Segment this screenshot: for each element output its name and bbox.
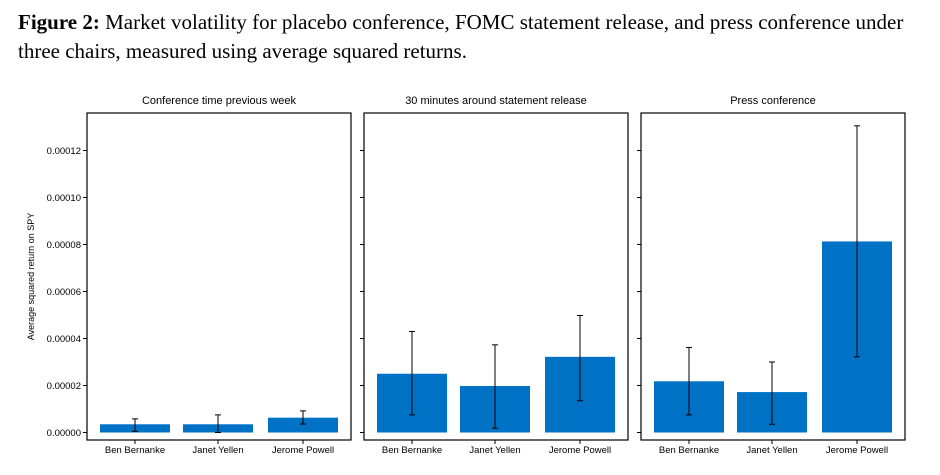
panel-frame: [86, 112, 352, 441]
x-tick-label: Jerome Powell: [826, 445, 888, 456]
y-tick-label: 0.00000: [47, 428, 81, 439]
bar: [268, 417, 338, 433]
figure-label: Figure 2:: [18, 10, 100, 34]
x-tick-label: Ben Bernanke: [659, 445, 719, 456]
figure-caption: Figure 2: Market volatility for placebo …: [18, 8, 928, 66]
y-tick-label: 0.00002: [47, 381, 81, 392]
y-tick-label: 0.00006: [47, 287, 81, 298]
figure-caption-text: Market volatility for placebo conference…: [18, 10, 904, 63]
panel-frame: [640, 112, 906, 441]
panel-title: 30 minutes around statement release: [405, 95, 587, 107]
x-tick-label: Jerome Powell: [549, 445, 611, 456]
x-tick-label: Janet Yellen: [469, 445, 520, 456]
panel-frame: [363, 112, 629, 441]
y-axis-label: Average squared return on SPY: [26, 213, 36, 340]
x-tick-label: Janet Yellen: [746, 445, 797, 456]
y-tick-label: 0.00012: [47, 146, 81, 157]
x-tick-label: Ben Bernanke: [105, 445, 165, 456]
y-tick-label: 0.00010: [47, 193, 81, 204]
x-tick-label: Jerome Powell: [272, 445, 334, 456]
x-tick-label: Ben Bernanke: [382, 445, 442, 456]
panel-title: Conference time previous week: [142, 95, 297, 107]
y-tick-label: 0.00004: [47, 334, 81, 345]
y-tick-label: 0.00008: [47, 240, 81, 251]
x-tick-label: Janet Yellen: [192, 445, 243, 456]
panel-title: Press conference: [730, 95, 816, 107]
